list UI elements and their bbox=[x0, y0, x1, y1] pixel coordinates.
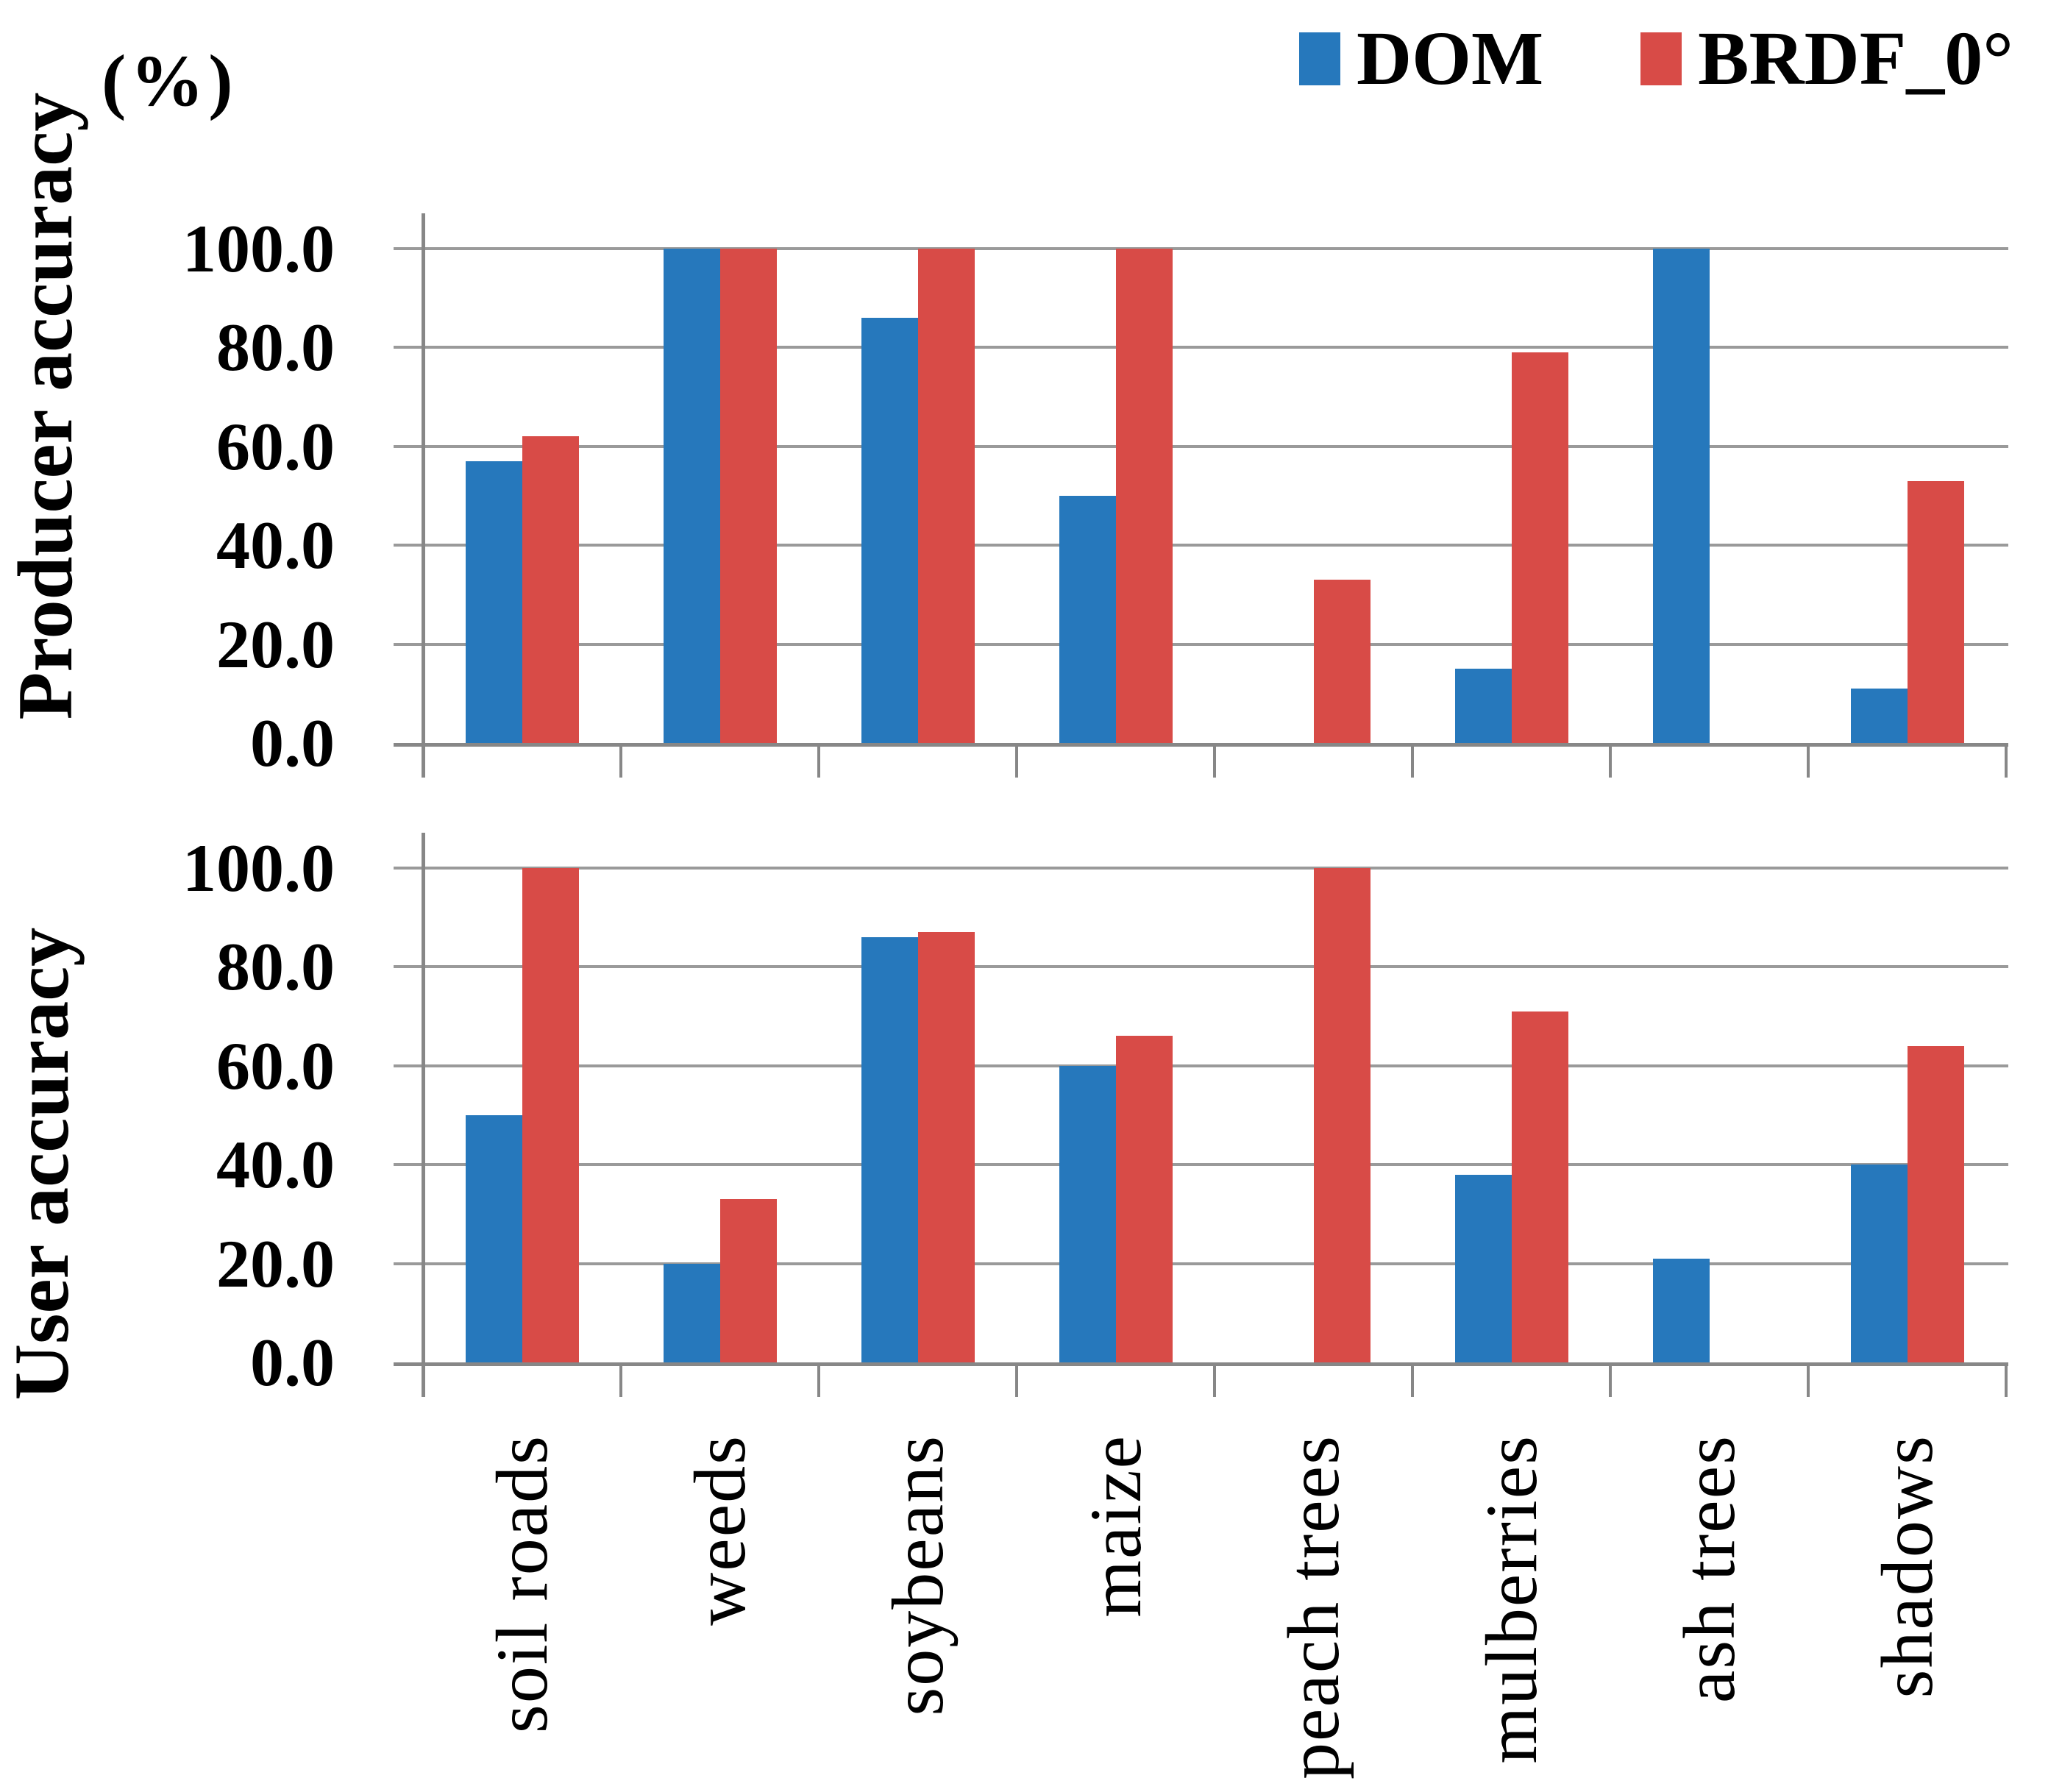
gridline bbox=[394, 642, 2008, 646]
y-tick-label: 80.0 bbox=[216, 929, 335, 1005]
category-label: mulberries bbox=[1470, 1434, 1552, 1764]
legend-label-brdf: BRDF_0° bbox=[1698, 16, 2013, 101]
category-tick bbox=[817, 1366, 820, 1397]
category-label: shadows bbox=[1866, 1434, 1948, 1699]
bar-brdf_0° bbox=[917, 932, 975, 1362]
bar-brdf_0° bbox=[1115, 249, 1173, 743]
bar-brdf_0° bbox=[1907, 1045, 1964, 1362]
gridline bbox=[394, 965, 2008, 969]
legend-swatch-dom bbox=[1299, 32, 1340, 85]
gridline bbox=[394, 444, 2008, 448]
bar-brdf_0° bbox=[522, 868, 579, 1362]
category-tick bbox=[1213, 1366, 1216, 1397]
gridline bbox=[394, 1064, 2008, 1067]
legend-swatch-brdf bbox=[1640, 32, 1682, 85]
gridline bbox=[394, 544, 2008, 547]
y-tick-label: 20.0 bbox=[216, 1226, 335, 1301]
category-label: soil roads bbox=[480, 1434, 563, 1734]
category-tick bbox=[2005, 747, 2008, 778]
category-label: peach trees bbox=[1272, 1434, 1354, 1779]
bar-dom bbox=[861, 318, 918, 743]
y-tick-label: 80.0 bbox=[216, 310, 335, 385]
bar-dom bbox=[1454, 1174, 1512, 1362]
category-tick bbox=[1807, 1366, 1810, 1397]
category-tick bbox=[817, 747, 820, 778]
category-label: weeds bbox=[678, 1434, 761, 1626]
category-tick bbox=[1015, 747, 1018, 778]
bar-dom bbox=[465, 461, 522, 743]
category-tick bbox=[1213, 747, 1216, 778]
bar-brdf_0° bbox=[1907, 480, 1964, 743]
bar-dom bbox=[663, 249, 720, 743]
bar-brdf_0° bbox=[1313, 580, 1370, 743]
bar-dom bbox=[1850, 1165, 1908, 1362]
legend: DOM BRDF_0° bbox=[1299, 19, 2013, 99]
bar-brdf_0° bbox=[1115, 1036, 1173, 1362]
y-tick-label: 0.0 bbox=[250, 1325, 335, 1400]
bar-brdf_0° bbox=[1313, 868, 1370, 1362]
bar-brdf_0° bbox=[719, 249, 777, 743]
y-axis-line bbox=[422, 213, 425, 778]
category-tick bbox=[1609, 747, 1612, 778]
category-tick bbox=[1411, 747, 1414, 778]
y-tick-label: 100.0 bbox=[182, 831, 335, 906]
bar-brdf_0° bbox=[719, 1199, 777, 1362]
bar-dom bbox=[1059, 1065, 1116, 1362]
bar-dom bbox=[1454, 669, 1512, 743]
bar-brdf_0° bbox=[1511, 352, 1568, 743]
y-tick-label: 20.0 bbox=[216, 606, 335, 682]
category-tick bbox=[1015, 1366, 1018, 1397]
x-axis-line bbox=[394, 743, 2008, 747]
gridline bbox=[394, 1163, 2008, 1167]
category-tick bbox=[619, 747, 622, 778]
gridline bbox=[394, 247, 2008, 250]
gridline bbox=[394, 867, 2008, 870]
percent-unit-label: (%) bbox=[102, 40, 238, 121]
category-tick bbox=[1411, 1366, 1414, 1397]
bar-dom bbox=[465, 1115, 522, 1362]
y-axis-line bbox=[422, 833, 425, 1397]
category-tick bbox=[619, 1366, 622, 1397]
y-tick-label: 0.0 bbox=[250, 705, 335, 781]
bar-dom bbox=[861, 937, 918, 1362]
y-tick-label: 40.0 bbox=[216, 1127, 335, 1203]
y-tick-label: 40.0 bbox=[216, 508, 335, 583]
bar-dom bbox=[1850, 689, 1908, 743]
bar-dom bbox=[663, 1263, 720, 1362]
bar-brdf_0° bbox=[1511, 1011, 1568, 1362]
bar-brdf_0° bbox=[522, 436, 579, 743]
bar-dom bbox=[1652, 249, 1710, 743]
bar-dom bbox=[1652, 1258, 1710, 1362]
bar-brdf_0° bbox=[917, 249, 975, 743]
category-tick bbox=[1807, 747, 1810, 778]
y-tick-label: 60.0 bbox=[216, 1028, 335, 1103]
category-label: maize bbox=[1074, 1434, 1156, 1618]
category-label: ash trees bbox=[1668, 1434, 1750, 1704]
category-tick bbox=[1609, 1366, 1612, 1397]
y-tick-label: 60.0 bbox=[216, 408, 335, 484]
y-tick-label: 100.0 bbox=[182, 211, 335, 286]
legend-label-dom: DOM bbox=[1357, 16, 1544, 101]
gridline bbox=[394, 1262, 2008, 1265]
x-axis-line bbox=[394, 1362, 2008, 1366]
bar-dom bbox=[1059, 496, 1116, 743]
gridline bbox=[394, 346, 2008, 349]
category-label: soybeans bbox=[876, 1434, 959, 1716]
category-tick bbox=[2005, 1366, 2008, 1397]
